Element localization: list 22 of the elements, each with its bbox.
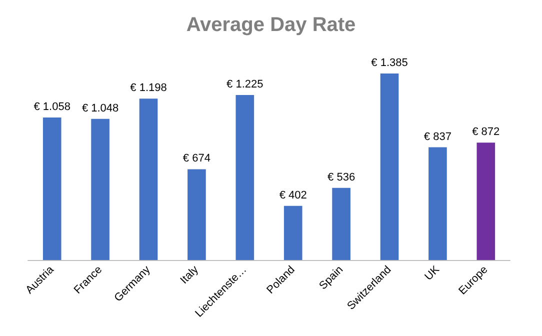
bar xyxy=(332,188,350,260)
bar xyxy=(91,118,110,260)
data-label: € 1.385 xyxy=(371,56,408,69)
bar xyxy=(236,95,254,260)
bar xyxy=(476,142,496,260)
data-label: € 1.198 xyxy=(130,82,167,94)
bar xyxy=(380,73,399,260)
data-label: € 536 xyxy=(328,171,356,184)
bar xyxy=(139,98,158,260)
bar xyxy=(42,118,62,260)
data-label: € 674 xyxy=(182,152,210,165)
bar xyxy=(428,147,447,260)
data-label: € 402 xyxy=(279,189,307,202)
data-label: € 1.225 xyxy=(226,78,264,91)
data-label: € 872 xyxy=(472,126,500,138)
bar xyxy=(188,169,206,260)
chart-title: Average Day Rate xyxy=(186,14,356,36)
bar xyxy=(284,206,302,260)
x-tick-label: UK xyxy=(422,263,442,284)
data-label: € 1.048 xyxy=(82,102,119,114)
data-label: € 1.058 xyxy=(34,101,70,114)
data-label: € 837 xyxy=(424,130,452,143)
